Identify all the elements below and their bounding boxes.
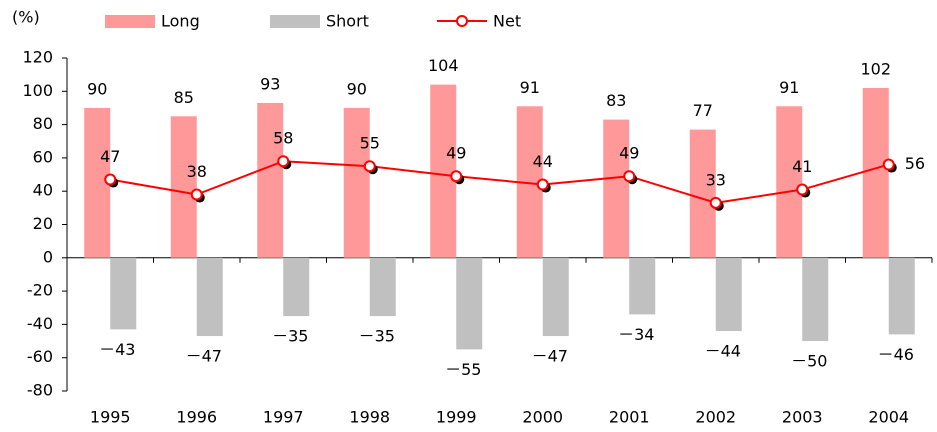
y-axis-label: (%) — [12, 8, 40, 27]
marker — [623, 170, 636, 183]
y-tick-label: 120 — [22, 48, 53, 67]
marker — [104, 173, 117, 186]
bar — [110, 257, 137, 330]
bar — [257, 102, 284, 258]
marker — [277, 155, 290, 168]
bar — [430, 84, 457, 258]
x-tick-label: 1995 — [90, 408, 131, 427]
marker — [190, 188, 203, 201]
marker — [363, 160, 376, 173]
data-label: 33 — [706, 170, 726, 189]
legend-label: Short — [326, 12, 369, 31]
bar — [542, 257, 569, 337]
data-label: 44 — [533, 152, 553, 171]
data-label: 47 — [100, 147, 120, 166]
data-label: －43 — [99, 340, 135, 359]
x-tick-label: 2003 — [782, 408, 823, 427]
data-label: 104 — [428, 56, 459, 75]
bar — [283, 257, 310, 317]
x-tick-label: 1996 — [176, 408, 217, 427]
bar — [689, 129, 716, 258]
marker — [536, 178, 549, 191]
bar — [343, 107, 370, 258]
y-tick-label: -60 — [27, 347, 53, 366]
y-tick-label: -40 — [27, 314, 53, 333]
x-tick-label: 1999 — [436, 408, 477, 427]
bar — [196, 257, 223, 337]
data-label: －47 — [532, 347, 568, 366]
x-tick-label: 2001 — [609, 408, 650, 427]
y-tick-label: 100 — [22, 81, 53, 100]
y-tick-label: 20 — [33, 214, 53, 233]
data-label: 49 — [619, 144, 639, 163]
y-tick-label: 80 — [33, 114, 53, 133]
legend-label: Net — [493, 12, 521, 31]
y-tick-label: 60 — [33, 147, 53, 166]
y-tick-label: -20 — [27, 281, 53, 300]
legend-marker — [456, 15, 468, 27]
bar — [862, 87, 889, 258]
data-label: 90 — [87, 79, 107, 98]
data-label: 91 — [779, 78, 799, 97]
data-label: 38 — [187, 162, 207, 181]
data-label: －47 — [186, 347, 222, 366]
data-label: 41 — [792, 157, 812, 176]
bar — [629, 257, 656, 315]
data-label: 56 — [905, 154, 925, 173]
data-label: －35 — [359, 327, 395, 346]
x-tick-label: 1998 — [349, 408, 390, 427]
x-tick-label: 1997 — [263, 408, 304, 427]
bar — [456, 257, 483, 350]
bar — [888, 257, 915, 335]
data-label: －34 — [618, 325, 654, 344]
y-tick-label: 0 — [43, 247, 53, 266]
bar — [715, 257, 742, 332]
y-tick-label: 40 — [33, 181, 53, 200]
bar — [776, 106, 803, 258]
data-label: 91 — [520, 78, 540, 97]
marker — [450, 170, 463, 183]
marker — [796, 183, 809, 196]
marker — [709, 196, 722, 209]
legend-label: Long — [161, 12, 200, 31]
data-label: －55 — [445, 360, 481, 379]
bar — [369, 257, 396, 317]
data-label: －44 — [705, 342, 741, 361]
line — [110, 160, 890, 204]
legend-swatch — [270, 15, 320, 28]
data-label: 77 — [693, 101, 713, 120]
bar — [170, 116, 197, 258]
data-label: 58 — [273, 129, 293, 148]
bar — [603, 119, 630, 258]
data-label: 93 — [260, 74, 280, 93]
bar — [802, 257, 829, 342]
legend-swatch — [105, 15, 155, 28]
data-label: －46 — [878, 345, 914, 364]
data-label: 90 — [347, 79, 367, 98]
y-tick-label: -80 — [27, 381, 53, 400]
x-tick-label: 2002 — [695, 408, 736, 427]
data-label: 55 — [360, 134, 380, 153]
data-label: －35 — [272, 327, 308, 346]
data-label: 85 — [174, 88, 194, 107]
data-label: 83 — [606, 91, 626, 110]
data-label: 49 — [446, 144, 466, 163]
data-label: －50 — [791, 352, 827, 371]
x-tick-label: 2004 — [868, 408, 909, 427]
data-label: 102 — [860, 59, 891, 78]
x-tick-label: 2000 — [522, 408, 563, 427]
marker — [882, 158, 895, 171]
